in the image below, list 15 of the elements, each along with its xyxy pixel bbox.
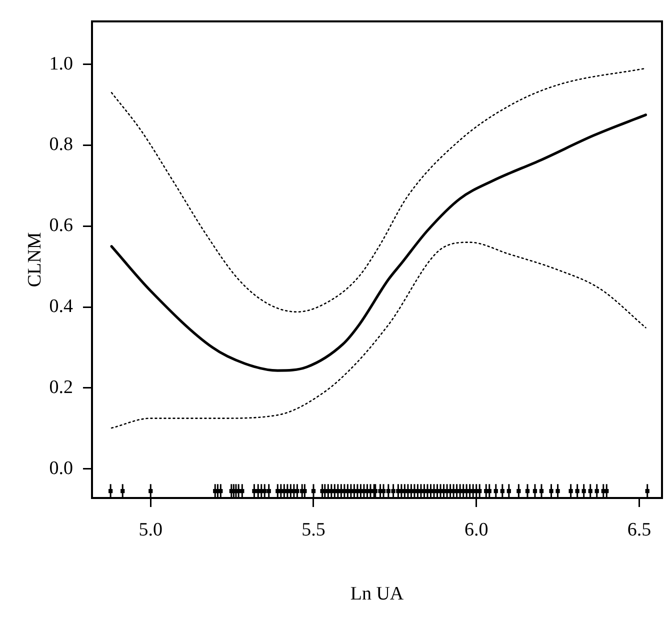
y-tick-label: 0.2 [49, 376, 73, 398]
x-axis-title: Ln UA [350, 584, 404, 605]
y-tick-label: 0.4 [49, 296, 74, 318]
x-tick-label: 6.5 [627, 519, 652, 540]
y-tick-label: 1.0 [49, 53, 73, 74]
y-tick-label: 0.8 [49, 134, 73, 156]
y-tick-label: 0.6 [49, 215, 73, 236]
x-tick-label: 5.0 [138, 519, 163, 540]
x-tick-label: 5.5 [302, 519, 326, 540]
line-series [110, 68, 646, 313]
y-tick-label: 0.0 [49, 458, 73, 479]
line-series [110, 114, 648, 372]
line-series [110, 242, 646, 429]
y-axis-title: CLNM [24, 232, 46, 288]
x-tick-label: 6.0 [464, 519, 488, 540]
